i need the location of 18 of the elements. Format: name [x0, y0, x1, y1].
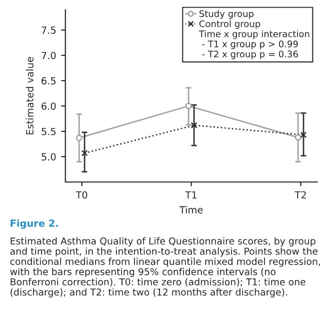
y-tick-label: 5.5	[42, 128, 56, 136]
y-tick-label: 5.0	[42, 153, 56, 160]
y-tick-label: 6.0	[42, 102, 56, 110]
text: Estimated Asthma Quality of Life Questionnaire scores, by group and time point, in the intention-to-treat analysis. Points show the conditional medians from linear quantile mixed model regression, with the bars representing 95% confidence intervals (no Bonferroni correction). T0: time zero (admission); T1: time one (discharge); and T2: time two (12 months after discharge).	[10, 237, 320, 298]
annotation: - T2 x group p = 0.36	[202, 50, 298, 60]
y-tick-label: 7.0	[42, 52, 56, 60]
caption: Figure 2.	[10, 219, 58, 229]
x-tick-label: T1	[185, 191, 196, 198]
annotation: Time x group interaction	[198, 30, 310, 39]
x-tick-label: T2	[294, 191, 306, 198]
annotation: - T1 x group p > 0.99	[202, 40, 298, 50]
legend-label: Study group	[199, 10, 254, 19]
y-tick-label: 7.5	[42, 26, 56, 34]
y-tick-label: 6.5	[42, 77, 56, 85]
legend-label: Control group	[199, 20, 260, 29]
x-tick-label: T0	[76, 191, 88, 199]
y-axis-title: Estimated value	[26, 57, 34, 134]
x-axis-title: Time	[179, 206, 203, 214]
